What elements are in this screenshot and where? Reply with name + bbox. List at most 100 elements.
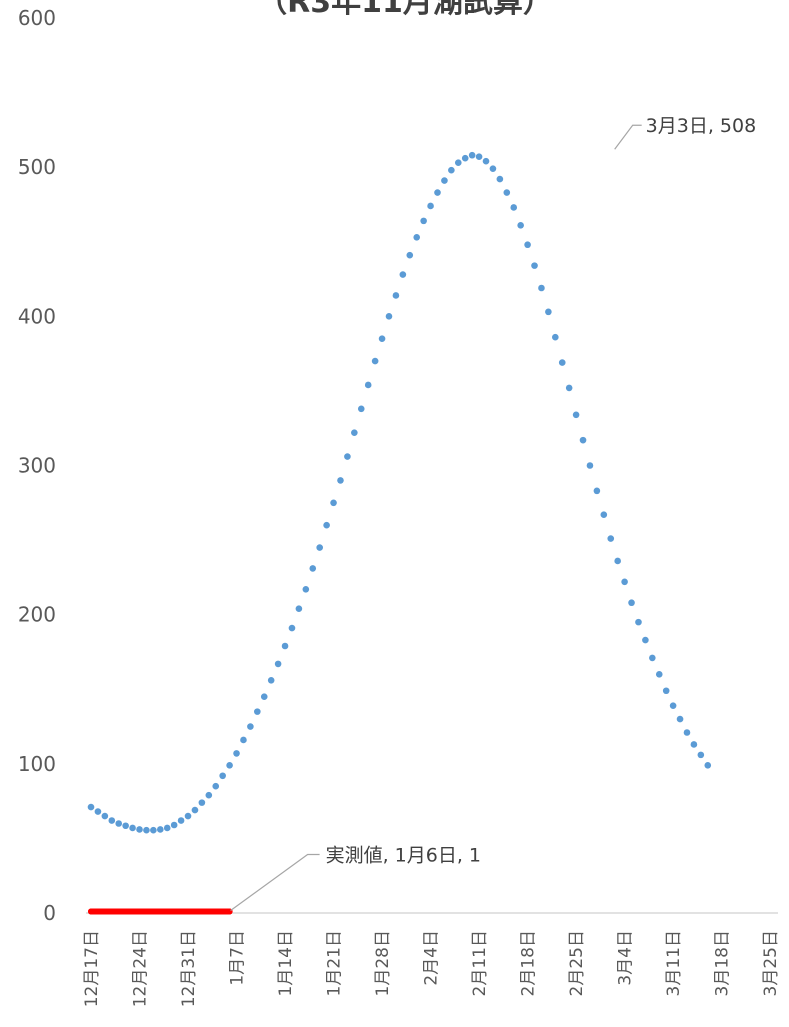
forecast-point bbox=[385, 313, 393, 320]
forecast-point bbox=[448, 166, 455, 174]
forecast-point bbox=[260, 693, 268, 701]
forecast-point bbox=[524, 241, 531, 249]
forecast-point bbox=[205, 791, 213, 799]
forecast-point bbox=[649, 654, 656, 662]
forecast-point bbox=[233, 750, 240, 757]
forecast-point bbox=[545, 308, 552, 316]
forecast-point bbox=[683, 729, 691, 736]
x-tick-label: 3月18日 bbox=[713, 930, 733, 996]
actual-point bbox=[157, 908, 164, 915]
forecast-point bbox=[122, 822, 129, 830]
forecast-point bbox=[254, 708, 261, 715]
x-tick-label: 3月11日 bbox=[664, 930, 684, 996]
forecast-series bbox=[87, 151, 712, 834]
forecast-point bbox=[101, 812, 109, 820]
forecast-point bbox=[108, 817, 116, 824]
forecast-point bbox=[669, 702, 677, 709]
forecast-point bbox=[219, 772, 226, 780]
y-tick-label: 300 bbox=[18, 454, 56, 478]
forecast-point bbox=[378, 335, 386, 343]
forecast-point bbox=[558, 359, 566, 366]
forecast-point bbox=[399, 271, 407, 278]
forecast-point bbox=[461, 154, 469, 162]
y-tick-label: 400 bbox=[18, 304, 56, 328]
forecast-point bbox=[565, 384, 573, 392]
forecast-point bbox=[240, 736, 247, 744]
x-tick-label: 1月7日 bbox=[228, 930, 248, 986]
forecast-point bbox=[704, 762, 712, 769]
forecast-point bbox=[295, 605, 303, 612]
forecast-point bbox=[420, 217, 427, 225]
forecast-point bbox=[316, 544, 323, 551]
actual-point bbox=[108, 908, 115, 915]
actual-point bbox=[101, 908, 108, 915]
forecast-point bbox=[323, 521, 330, 529]
chart-title: （R3年11月湖試算） bbox=[257, 0, 553, 20]
forecast-point bbox=[572, 411, 580, 419]
forecast-point bbox=[143, 826, 150, 834]
forecast-point bbox=[177, 817, 185, 824]
forecast-point bbox=[337, 477, 344, 484]
forecast-point bbox=[344, 453, 351, 460]
actual-point bbox=[115, 908, 122, 915]
forecast-point bbox=[413, 233, 421, 241]
x-tick-label: 2月11日 bbox=[470, 930, 490, 996]
actual-point bbox=[150, 908, 157, 915]
forecast-point bbox=[226, 762, 233, 769]
forecast-point bbox=[642, 636, 649, 644]
peak-leader-line bbox=[614, 124, 642, 150]
forecast-point bbox=[87, 803, 95, 811]
forecast-point bbox=[427, 202, 434, 210]
forecast-point bbox=[579, 436, 587, 444]
forecast-point bbox=[157, 826, 164, 833]
forecast-point bbox=[600, 511, 608, 519]
actual-point bbox=[94, 908, 101, 915]
forecast-point bbox=[406, 251, 414, 259]
actual-point bbox=[185, 908, 192, 915]
forecast-point bbox=[655, 671, 663, 678]
forecast-point bbox=[475, 153, 483, 161]
forecast-point bbox=[392, 292, 400, 299]
forecast-point bbox=[662, 687, 670, 695]
forecast-point bbox=[482, 157, 490, 165]
x-tick-label: 12月31日 bbox=[179, 930, 199, 1007]
actual-point bbox=[219, 908, 226, 915]
x-tick-label: 3月4日 bbox=[616, 930, 636, 986]
x-axis: 12月17日 12月24日 12月31日 1月7日 1月14日 1月21日 1月28日 2月4… bbox=[82, 930, 781, 1007]
forecast-point bbox=[163, 824, 171, 832]
actual-point bbox=[143, 908, 150, 915]
forecast-point bbox=[628, 599, 635, 607]
forecast-point bbox=[281, 642, 289, 650]
y-tick-label: 0 bbox=[43, 901, 56, 925]
x-tick-label: 2月25日 bbox=[567, 930, 587, 996]
forecast-point bbox=[489, 165, 497, 172]
peak-annotation: 3月3日, 508 bbox=[646, 115, 757, 137]
actual-leader-line bbox=[230, 853, 320, 911]
y-tick-label: 100 bbox=[18, 752, 56, 776]
actual-point bbox=[178, 908, 185, 915]
forecast-point bbox=[586, 462, 594, 469]
forecast-point bbox=[136, 826, 143, 833]
actual-series bbox=[88, 908, 233, 915]
forecast-point bbox=[302, 586, 310, 593]
forecast-point bbox=[212, 782, 220, 790]
x-tick-label: 2月18日 bbox=[519, 930, 539, 996]
x-tick-label: 12月17日 bbox=[82, 930, 102, 1007]
forecast-point bbox=[517, 222, 524, 229]
forecast-point bbox=[330, 499, 337, 507]
forecast-point bbox=[115, 820, 123, 827]
annotations: 3月3日, 508 実測値, 1月6日, 1 bbox=[230, 115, 757, 911]
forecast-point bbox=[690, 741, 698, 748]
x-tick-label: 1月14日 bbox=[276, 930, 296, 996]
x-tick-label: 1月21日 bbox=[325, 930, 345, 996]
forecast-point bbox=[371, 357, 379, 365]
actual-point bbox=[212, 908, 219, 915]
forecast-point bbox=[274, 660, 282, 668]
forecast-point bbox=[468, 151, 476, 159]
y-tick-label: 200 bbox=[18, 603, 56, 627]
actual-point bbox=[122, 908, 129, 915]
actual-point bbox=[191, 908, 198, 915]
forecast-point bbox=[434, 189, 441, 196]
forecast-point bbox=[697, 751, 705, 759]
